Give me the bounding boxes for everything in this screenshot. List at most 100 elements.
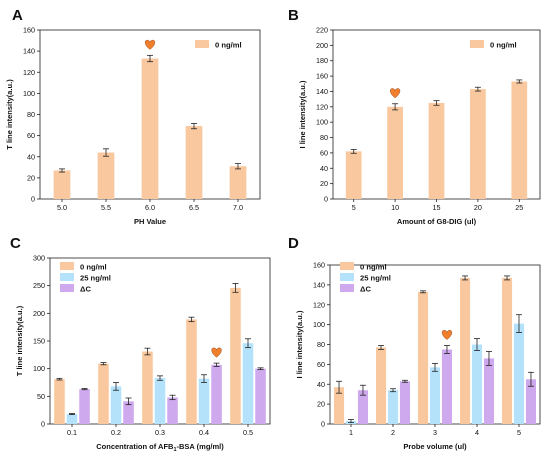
bar — [513, 323, 525, 424]
y-tick-label: 140 — [313, 280, 325, 289]
heart-icon — [441, 330, 453, 340]
y-tick-label: 80 — [317, 340, 325, 349]
heart-icon — [390, 88, 401, 99]
x-tick-label: 2 — [391, 428, 395, 437]
x-tick-label: 20 — [474, 203, 482, 212]
x-axis-label: PH Value — [134, 217, 166, 226]
y-tick-label: 80 — [27, 110, 35, 119]
y-tick-label: 100 — [313, 320, 325, 329]
legend-label: 0 ng/ml — [80, 263, 107, 272]
bar — [185, 126, 203, 199]
bar — [387, 106, 403, 199]
y-tick-label: 140 — [316, 87, 328, 96]
legend-label: ΔC — [80, 285, 91, 294]
x-axis-label-main: PH Value — [134, 217, 166, 226]
panel-label: D — [288, 235, 299, 252]
bar — [54, 379, 65, 424]
x-tick-label: 25 — [515, 203, 523, 212]
bar — [53, 170, 71, 199]
legend-swatch — [340, 273, 354, 281]
x-axis-label: Probe volume (ul) — [403, 442, 467, 451]
x-tick-label: 5 — [517, 428, 521, 437]
y-tick-label: 40 — [320, 164, 328, 173]
bar — [141, 58, 159, 199]
y-tick-label: 0 — [31, 195, 35, 204]
panel-label: C — [10, 235, 21, 252]
y-tick-label: 300 — [33, 254, 45, 263]
y-tick-label: 120 — [23, 68, 35, 77]
y-tick-label: 60 — [317, 360, 325, 369]
x-axis-label-subscript: 1 — [173, 447, 176, 453]
y-tick-label: 150 — [33, 337, 45, 346]
bar — [154, 378, 166, 424]
x-axis-label-main: Concentration of AFB — [96, 442, 174, 451]
y-axis-label: I line intensity(a.u.) — [298, 80, 307, 148]
x-tick-label: 6.0 — [145, 203, 155, 212]
y-tick-label: 140 — [23, 47, 35, 56]
x-axis-label: Amount of G8-DIG (ul) — [397, 217, 477, 226]
chart-panel-c: C 0 50 100 150 200 250 300 0.1 0.2 0.3 0.4 0.5 0 ng/m… — [10, 235, 271, 453]
panel-label: A — [12, 7, 23, 24]
bar — [167, 397, 178, 424]
bar — [470, 89, 486, 199]
y-tick-label: 20 — [317, 400, 325, 409]
heart-icon — [211, 347, 222, 358]
bar — [511, 81, 528, 199]
bar — [471, 344, 483, 424]
bar — [211, 364, 222, 424]
y-tick-label: 120 — [316, 102, 328, 111]
bar — [198, 378, 210, 424]
bar — [229, 166, 247, 199]
y-tick-label: 20 — [320, 179, 328, 188]
y-tick-label: 100 — [23, 89, 35, 98]
y-tick-label: 60 — [320, 148, 328, 157]
x-tick-label: 15 — [433, 203, 441, 212]
y-axis-label: I line intensity(a.u.) — [295, 310, 304, 378]
legend-label: ΔC — [360, 285, 371, 294]
y-tick-label: 0 — [41, 420, 45, 429]
bar — [242, 343, 254, 424]
y-axis-label: T line intensity(a.u.) — [5, 79, 14, 150]
y-tick-label: 100 — [33, 364, 45, 373]
bar — [230, 287, 241, 424]
y-axis-label: T line intensity(a.u.) — [15, 305, 24, 376]
chart-panel-d: D 0 20 40 60 80 100 120 140 160 1 2 3 4 5 0 ng/ml 25 ng/… — [288, 235, 541, 451]
y-tick-label: 250 — [33, 281, 45, 290]
y-tick-label: 0 — [324, 195, 328, 204]
legend-swatch — [60, 262, 74, 270]
y-tick-label: 0 — [321, 420, 325, 429]
y-tick-label: 160 — [23, 26, 35, 35]
legend-swatch — [195, 40, 209, 48]
legend-swatch — [470, 40, 484, 48]
bar — [79, 389, 90, 424]
x-tick-label: 7.0 — [233, 203, 243, 212]
legend-label: 0 ng/ml — [215, 41, 242, 50]
chart-panel-b: B 0 20 40 60 80 100 120 140 160 180 200 220 5 10 15 20 25… — [288, 7, 541, 226]
bar — [255, 368, 266, 424]
bar — [123, 401, 134, 424]
x-tick-label: 5 — [352, 203, 356, 212]
x-tick-label: 5.0 — [57, 203, 67, 212]
bar — [483, 358, 495, 424]
x-tick-label: 1 — [349, 428, 353, 437]
bar — [428, 102, 445, 199]
legend-label: 0 ng/ml — [490, 41, 517, 50]
x-tick-label: 0.2 — [111, 428, 121, 437]
bar — [399, 381, 411, 424]
bar — [66, 414, 78, 424]
y-tick-label: 100 — [316, 118, 328, 127]
x-tick-label: 0.5 — [243, 428, 253, 437]
y-tick-label: 180 — [316, 56, 328, 65]
x-tick-label: 4 — [475, 428, 479, 437]
bar — [333, 387, 345, 424]
bar — [525, 379, 537, 424]
legend-label: 0 ng/ml — [360, 263, 387, 272]
bar — [501, 277, 513, 424]
y-tick-label: 60 — [27, 131, 35, 140]
legend-label: 25 ng/ml — [360, 274, 391, 283]
bar — [417, 291, 429, 424]
x-tick-label: 0.1 — [67, 428, 77, 437]
y-tick-label: 50 — [37, 392, 45, 401]
chart-panel-a: A 0 20 40 60 80 100 120 140 160 5.0 5.5 6.0 6.5 7.0 0 n… — [5, 7, 261, 226]
